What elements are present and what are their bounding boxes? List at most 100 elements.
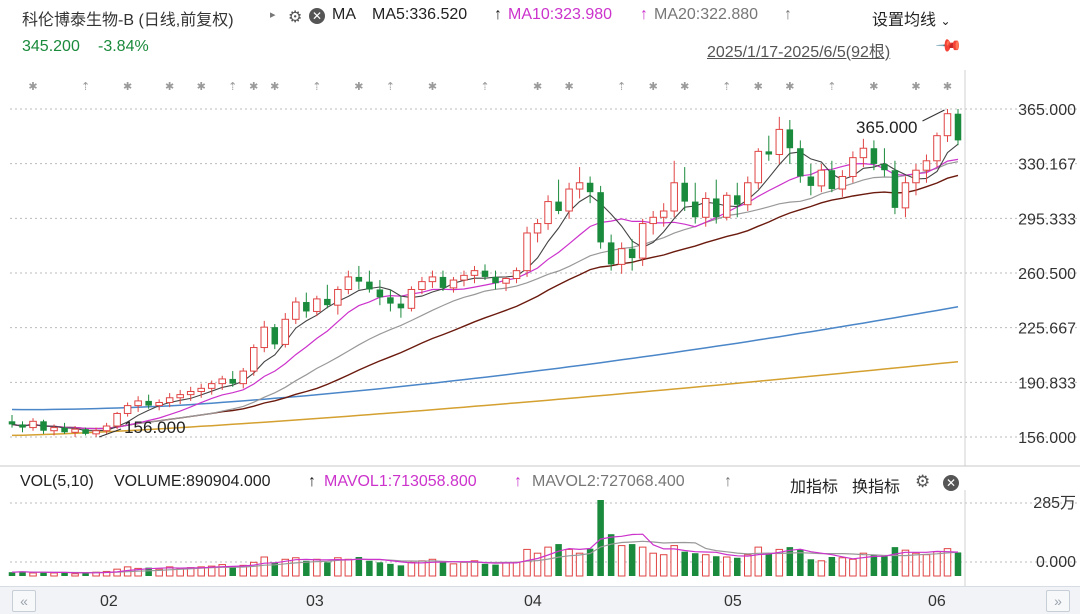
event-marker-icon: ⇡ [228,81,237,93]
volume-bar [881,556,888,576]
event-marker-icon: ✱ [649,81,658,93]
volume-bar [638,546,647,577]
candle [954,109,962,146]
volume-bar [376,562,384,576]
scroll-right-button[interactable]: » [1046,590,1070,612]
price-axis-label: 365.000 [1018,102,1076,119]
triangle-right-icon[interactable]: ▸ [270,9,276,21]
candle [754,148,763,190]
candle [734,182,741,218]
volume-bar [901,549,910,577]
event-marker-icon: ✱ [165,81,174,93]
event-marker-icon: ✱ [354,81,363,93]
low-arrow-icon [98,428,122,438]
volume-bar [229,566,236,576]
volume-bar [207,565,216,577]
candle [239,367,248,389]
volume-chart[interactable]: 285万 0.000 [0,490,1080,586]
volume-bar [82,572,89,576]
candle [303,292,310,318]
high-arrow-icon [922,109,945,122]
add-indicator-button[interactable]: 加指标 [790,479,839,496]
stock-name[interactable]: 科伦博泰生物-B (日线,前复权) [22,12,234,29]
volume-bar [8,572,16,576]
ma60-line [11,305,959,411]
event-marker-icon: ✱ [943,81,952,93]
price-axis-label: 330.167 [1018,157,1076,174]
switch-indicator-button[interactable]: 换指标 [852,479,901,496]
candle [344,270,353,295]
candle [512,267,521,284]
ma10-value: MA10:323.980 [508,6,613,23]
candle [817,163,826,193]
candle [439,270,447,292]
scroll-left-button[interactable]: « [12,590,36,612]
candle [218,375,226,390]
candle [207,380,216,395]
ma120-line [11,360,959,437]
volume-bar [744,554,752,577]
event-marker-icon: ✱ [869,81,878,93]
event-marker-icon: ✱ [123,81,132,93]
ma10-line [11,158,959,430]
close-icon[interactable]: ✕ [309,7,325,25]
candle [418,276,426,295]
volume-axis-max: 285万 [1033,495,1076,512]
last-price: 345.200 [22,38,80,55]
candle [334,286,342,315]
candle [597,185,604,249]
event-marker-icon: ⇡ [312,81,321,93]
candle [555,179,562,215]
price-chart[interactable]: ✱ ⇡ ✱ ✱ ✱ ⇡ ✱ ✱ ⇡ ✱ ⇡ ✱ ⇡ ✱ ✱ ⇡ ✱ ✱ ⇡ ✱ ✱ ⇡ ✱ ✱ ✱ 365.000 330.167… [0,0,1080,470]
volume-bar [659,554,668,577]
candle [670,160,678,218]
volume-bar [313,558,321,577]
volume-bar [701,554,710,577]
date-range[interactable]: 2025/1/17-2025/6/5(92根) [707,44,891,61]
candle [407,286,416,312]
candle [891,160,899,215]
candle [502,276,510,292]
volume-bar [954,552,962,576]
volume-bar [439,562,447,576]
volume-bar [523,548,531,577]
volume-bar [449,563,458,577]
volume-bar [786,547,794,576]
volume-bar [102,570,111,577]
candle [155,399,163,411]
candle [744,176,752,212]
volume-bar [407,561,416,577]
volume-bar [355,557,363,576]
volume-bar [922,554,931,577]
month-label: 02 [100,593,118,610]
volume-bar [218,564,226,577]
time-axis[interactable]: « 02 03 04 05 06 » [0,586,1080,614]
gear-icon[interactable]: ⚙ [288,9,303,26]
ma20-value: MA20:322.880 [654,6,759,23]
candle [113,411,121,430]
candle [449,276,458,293]
candle [628,239,636,271]
candle [533,218,542,243]
ma-settings-button[interactable]: 设置均线 ⌄ [872,6,951,30]
volume-bar [292,557,300,577]
gear-icon[interactable]: ⚙ [915,472,931,491]
candle [617,242,626,274]
volume-bar [334,557,342,577]
candle [470,265,479,284]
volume-bar [817,560,826,577]
volume-bar [691,553,699,576]
event-marker-icon: ✱ [249,81,258,93]
candle [292,297,300,325]
volume-bar [828,557,836,576]
volume-bar [734,557,741,576]
event-marker-icon: ✱ [197,81,206,93]
volume-bar [165,566,174,577]
mavol1-line [11,533,959,574]
high-annotation: 365.000 [856,118,917,137]
candle [8,415,16,428]
close-icon[interactable]: ✕ [943,474,959,492]
candle [649,211,657,235]
candle [281,313,290,348]
volume-bar [859,552,868,577]
